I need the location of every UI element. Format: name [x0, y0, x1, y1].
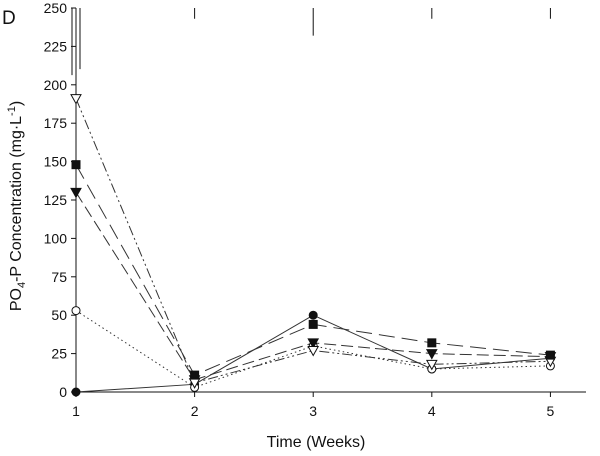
data-point — [71, 160, 81, 170]
y-tick-label: 175 — [44, 115, 68, 131]
y-tick-label: 50 — [51, 307, 67, 323]
y-tick-label: 200 — [44, 77, 68, 93]
data-point — [70, 94, 82, 105]
data-point — [71, 306, 81, 316]
y-axis-title-sup: -1 — [6, 106, 18, 116]
data-point — [308, 319, 318, 329]
y-tick-label: 0 — [59, 384, 67, 400]
data-point — [427, 338, 437, 348]
data-point — [70, 187, 82, 199]
y-tick-label: 75 — [51, 269, 67, 285]
data-point — [545, 350, 555, 360]
data-point — [71, 387, 81, 397]
data-point — [307, 346, 320, 357]
data-point — [190, 370, 200, 380]
x-tick-label: 3 — [309, 403, 317, 419]
y-tick-label: 250 — [44, 0, 68, 16]
x-tick-label: 2 — [191, 403, 199, 419]
data-point — [307, 338, 320, 349]
data-point — [308, 310, 318, 320]
data-point — [425, 359, 438, 371]
y-axis-title-base: PO — [8, 288, 25, 311]
plot-area: 0 25 50 75 100 125 150 175 200 225 250 1 2 3 4 5 — [44, 0, 586, 419]
x-tick-label: 1 — [72, 403, 80, 419]
y-tick-label: 100 — [44, 230, 68, 246]
x-axis-title: Time (Weeks) — [267, 434, 366, 451]
y-tick-label: 125 — [44, 192, 68, 208]
y-axis-title-end: ) — [8, 101, 25, 106]
data-point — [425, 349, 438, 360]
y-axis-title: PO4-P Concentration (mg·L-1) — [6, 101, 28, 311]
x-tick-label: 4 — [428, 403, 436, 419]
x-tick-label: 5 — [547, 403, 555, 419]
y-tick-label: 25 — [51, 346, 67, 362]
y-axis-title-rest: -P Concentration (mg·L — [8, 116, 25, 282]
panel-label: D — [2, 8, 16, 29]
series-line — [75, 98, 551, 384]
y-tick-label: 150 — [44, 154, 68, 170]
y-tick-label: 225 — [44, 38, 68, 54]
y-axis-title-sub: 4 — [16, 282, 28, 288]
